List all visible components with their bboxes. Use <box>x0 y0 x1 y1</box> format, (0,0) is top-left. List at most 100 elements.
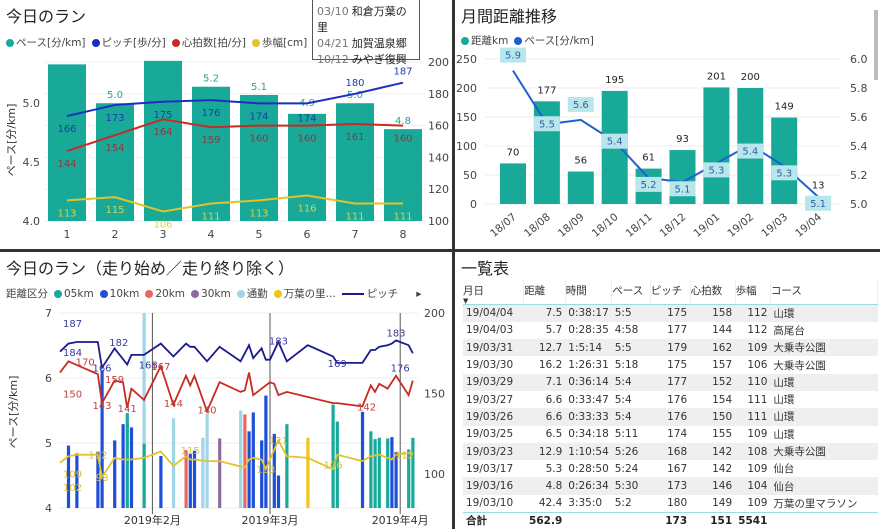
table-cell: 19/03/25 <box>466 428 514 441</box>
table-cell: 19/04/04 <box>463 304 524 322</box>
pace-bar <box>192 86 230 221</box>
table-cell: 19/03/30 <box>466 359 514 372</box>
table-cell: 0:38:17 <box>565 304 612 322</box>
line-data-label: 160 <box>393 134 412 145</box>
line-data-label: 167 <box>151 362 170 373</box>
panel-title: 今日のラン <box>6 7 87 26</box>
scrollbar[interactable] <box>874 10 878 80</box>
column-label: 心拍数 <box>690 285 723 297</box>
table-cell: 109 <box>747 497 768 510</box>
column-header[interactable]: コース <box>770 280 879 305</box>
legend-item[interactable]: 万葉の里... <box>273 286 336 301</box>
column-label: ペース <box>612 285 644 297</box>
line-data-label: 143 <box>92 401 111 412</box>
tooltip-box: 03/10 和倉万葉の里 04/21 加賀温泉郷 10/12 みやぎ復興 <box>312 0 420 66</box>
table-cell: 19/03/23 <box>463 442 524 461</box>
table-row[interactable]: 19/03/25 6.5 0:34:18 5:11 174 155 109 山環 <box>463 426 878 443</box>
table-row[interactable]: 19/03/27 6.6 0:33:47 5:4 176 154 111 山環 <box>463 391 878 408</box>
legend-item[interactable]: ペース[分/km] <box>514 33 594 48</box>
table-cell: 大乗寺公園 <box>770 339 878 357</box>
column-header[interactable]: ピッチ <box>650 280 691 305</box>
table-row[interactable]: 19/03/10 42.4 3:35:0 5:2 180 149 109 万葉の里マラソン <box>463 495 878 512</box>
line-data-label: 121 <box>269 436 288 447</box>
legend-item[interactable]: 20km <box>145 288 185 300</box>
column-header[interactable]: ペース <box>611 280 651 305</box>
table-cell: 万葉の里マラソン <box>773 497 858 510</box>
table-row[interactable]: 19/04/03 5.7 0:28:35 4:58 177 144 112 高尾台 <box>463 322 878 339</box>
legend-item[interactable]: 距離km <box>461 33 508 48</box>
table-cell: 6.5 <box>545 428 563 441</box>
sort-descending-icon[interactable]: ▼ <box>463 297 469 305</box>
legend-item[interactable]: ペース[分/km] <box>6 35 86 50</box>
table-cell: 19/03/16 <box>463 477 524 495</box>
line-data-label: 106 <box>323 460 342 471</box>
column-header[interactable]: 距離 <box>523 280 566 305</box>
table-cell: 6.6 <box>523 408 566 426</box>
column-header[interactable]: 心拍数 <box>690 280 736 305</box>
table-row[interactable]: 19/03/30 16.2 1:26:31 5:18 175 157 106 大乗寺公園 <box>463 356 878 373</box>
pace-bar <box>247 431 251 508</box>
table-cell: 19/03/17 <box>466 462 514 475</box>
table-cell: 106 <box>747 359 768 372</box>
table-row[interactable]: 19/03/17 5.3 0:28:50 5:24 167 142 109 仙台 <box>463 460 878 477</box>
distance-label: 61 <box>642 153 655 164</box>
table-cell: 152 <box>690 373 736 391</box>
table-cell: 168 <box>650 442 691 461</box>
table-total-row: 合計 562.9 173 151 5541 <box>463 511 878 529</box>
divider <box>0 249 880 252</box>
legend-line-icon <box>341 293 364 295</box>
y2-tick-label: 5.8 <box>850 82 868 95</box>
pace-bar <box>384 129 422 221</box>
legend-item[interactable]: ピッチ[歩/分] <box>91 35 166 50</box>
pace-label-bg <box>771 165 798 181</box>
table-cell: 仙台 <box>770 477 878 495</box>
legend-item[interactable]: 30km <box>191 288 231 300</box>
table-cell: 142 <box>690 442 736 461</box>
legend-item[interactable]: 05km <box>54 288 94 300</box>
table-row[interactable]: 19/03/29 7.1 0:36:14 5:4 177 152 110 山環 <box>463 373 878 391</box>
table-cell: 175 <box>650 304 691 322</box>
tooltip-row: 04/21 加賀温泉郷 <box>317 36 415 52</box>
y2-tick-label: 140 <box>428 151 449 164</box>
table-row[interactable]: 19/03/26 6.6 0:33:33 5:4 176 150 111 山環 <box>463 408 878 426</box>
column-header[interactable]: 時間 <box>565 280 613 305</box>
line-series-3 <box>66 194 403 213</box>
table-cell: 1:26:31 <box>568 359 609 372</box>
pace-bar <box>171 418 176 508</box>
legend-item[interactable]: 通勤 <box>236 286 268 301</box>
y-tick-label: 250 <box>456 53 477 66</box>
column-header[interactable]: 歩幅 <box>735 280 771 305</box>
table-cell: 5:26 <box>611 442 651 461</box>
column-header[interactable]: 月日 ▼ <box>463 280 525 305</box>
legend-label: 10km <box>109 287 140 300</box>
table-cell: 5:18 <box>614 359 639 372</box>
legend-label: ピッチ <box>366 288 399 300</box>
pace-bar <box>75 453 79 508</box>
pace-bar <box>377 437 381 508</box>
legend-next-arrow-icon[interactable]: ▸ <box>416 287 422 300</box>
legend-label: ペース[分/km] <box>16 37 86 49</box>
pace-bar <box>142 313 146 508</box>
legend-item[interactable]: 歩幅[cm] <box>251 35 307 50</box>
line-data-label: 183 <box>386 328 405 339</box>
y2-tick-label: 5.4 <box>850 140 868 153</box>
table-row[interactable]: 19/03/16 4.8 0:26:34 5:30 173 146 104 仙台 <box>463 477 878 495</box>
x-tick-label: 19/01 <box>691 211 722 240</box>
y-tick-label: 200 <box>456 82 477 95</box>
table-row[interactable]: 19/03/31 12.7 1:5:14 5:5 179 162 109 大乗寺公園 <box>463 339 878 357</box>
line-data-label: 112 <box>395 451 414 462</box>
legend-item-pitch[interactable]: ピッチ <box>341 286 399 301</box>
table-cell: 山環 <box>773 394 795 407</box>
line-2 <box>59 438 414 480</box>
line-data-label: 98 <box>96 473 109 484</box>
pace-bar <box>276 475 281 508</box>
table-cell: 149 <box>712 497 733 510</box>
table-row[interactable]: 19/03/23 12.9 1:10:54 5:26 168 142 108 大乗寺公園 <box>463 442 878 461</box>
table-cell: 山環 <box>773 428 795 441</box>
table-row[interactable]: 19/04/04 7.5 0:38:17 5:5 175 158 112 山環 <box>463 304 878 322</box>
pace-bar <box>125 413 129 508</box>
legend-item[interactable]: 10km <box>99 287 140 300</box>
pace-bar <box>243 414 247 508</box>
legend-item[interactable]: 心拍数[拍/分] <box>171 35 246 50</box>
table-cell: 高尾台 <box>773 324 805 337</box>
